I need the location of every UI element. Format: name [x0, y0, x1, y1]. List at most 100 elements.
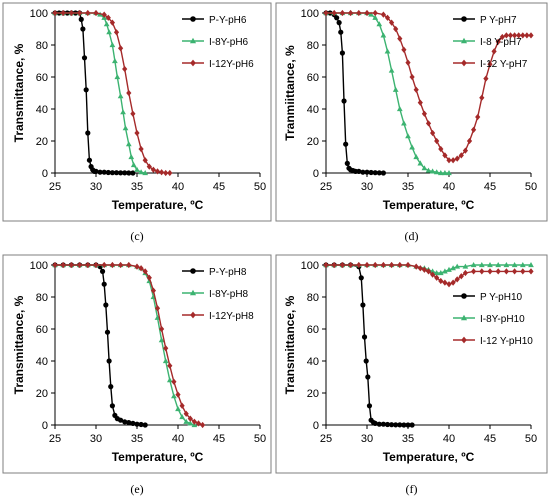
x-axis-title: Temperature, ºC [383, 198, 475, 212]
data-point [93, 9, 99, 17]
x-tick-label: 50 [254, 181, 266, 193]
data-point [397, 422, 403, 428]
data-point [159, 169, 165, 176]
data-point [503, 262, 510, 268]
data-point [458, 273, 464, 280]
data-point [122, 65, 128, 73]
data-point [405, 59, 411, 66]
data-point [336, 20, 342, 26]
x-tick-label: 25 [49, 433, 61, 445]
data-point [376, 170, 382, 176]
x-tick-label: 40 [172, 181, 184, 193]
data-point [138, 265, 144, 272]
data-point [93, 261, 99, 269]
data-point [162, 358, 169, 364]
data-point [462, 269, 468, 277]
data-point [503, 268, 509, 275]
data-point [425, 167, 432, 173]
data-point [134, 263, 140, 270]
data-point [462, 147, 468, 154]
data-point [166, 377, 173, 383]
data-point [507, 32, 514, 39]
data-point [103, 21, 110, 27]
data-point [466, 137, 473, 145]
data-point [388, 67, 395, 73]
data-point [478, 262, 485, 268]
data-point [101, 281, 107, 287]
data-point [189, 289, 197, 296]
data-point [331, 261, 337, 269]
chart-panel-f: 25 30 35 40 45 50 0 20 40 60 80 100 Temperature, ºC T… [275, 254, 548, 496]
data-point [417, 265, 423, 272]
data-point [393, 422, 399, 428]
x-tick-label: 45 [213, 433, 225, 445]
data-point [68, 9, 74, 17]
data-point [323, 261, 329, 269]
data-point [366, 403, 373, 409]
data-point [454, 155, 460, 162]
data-point [142, 422, 148, 428]
data-point [446, 281, 452, 288]
y-tick-label: 0 [42, 168, 48, 180]
data-point [483, 75, 489, 82]
y-tick-label: 80 [307, 40, 319, 52]
data-point [495, 262, 502, 268]
data-point [446, 170, 452, 176]
data-point [437, 170, 444, 176]
data-point [389, 19, 395, 26]
legend-label: I-8Y-pH8 [209, 289, 249, 300]
data-point [339, 261, 345, 269]
data-point [365, 374, 371, 380]
data-point [146, 274, 152, 281]
data-point [442, 152, 448, 159]
data-point [454, 276, 460, 283]
data-point [520, 268, 526, 275]
data-point [421, 266, 427, 273]
chart-panel-d: 25 30 35 40 45 50 0 20 40 60 80 100 Temperature, ºC T… [275, 2, 548, 243]
data-point [348, 9, 354, 17]
data-point [150, 287, 156, 294]
data-point [159, 325, 165, 333]
y-tick-label: 40 [36, 104, 48, 116]
data-point [462, 263, 469, 269]
y-tick-label: 60 [36, 72, 48, 84]
data-point [338, 29, 344, 35]
data-point [101, 261, 107, 269]
data-point [421, 110, 427, 117]
data-point [130, 162, 137, 168]
data-point [113, 29, 120, 36]
data-point [134, 166, 140, 172]
data-point [393, 25, 399, 33]
data-point [372, 9, 378, 17]
data-point [511, 262, 518, 268]
data-point [142, 268, 148, 275]
panel-label: (f) [406, 482, 418, 496]
data-point [503, 32, 509, 39]
legend-label: I-12Y-pH6 [209, 59, 254, 70]
data-point [376, 421, 382, 427]
data-point [372, 261, 378, 269]
data-point [122, 125, 129, 131]
data-point [433, 169, 440, 175]
data-point [339, 50, 345, 56]
x-tick-label: 45 [484, 181, 496, 193]
data-point [528, 268, 534, 275]
x-tick-label: 35 [131, 181, 143, 193]
data-point [413, 263, 419, 270]
data-point [179, 402, 185, 409]
data-point [360, 302, 366, 308]
data-point [429, 168, 436, 174]
data-point [125, 141, 132, 147]
data-point [479, 268, 485, 275]
data-point [389, 422, 395, 428]
y-tick-label: 60 [307, 324, 319, 336]
data-point [52, 261, 58, 269]
data-point [372, 14, 379, 20]
data-point [413, 86, 419, 93]
data-point [405, 261, 411, 269]
y-tick-label: 20 [36, 136, 48, 148]
data-point [126, 89, 132, 97]
data-point [128, 154, 135, 160]
data-point [99, 268, 106, 274]
data-point [113, 170, 120, 176]
